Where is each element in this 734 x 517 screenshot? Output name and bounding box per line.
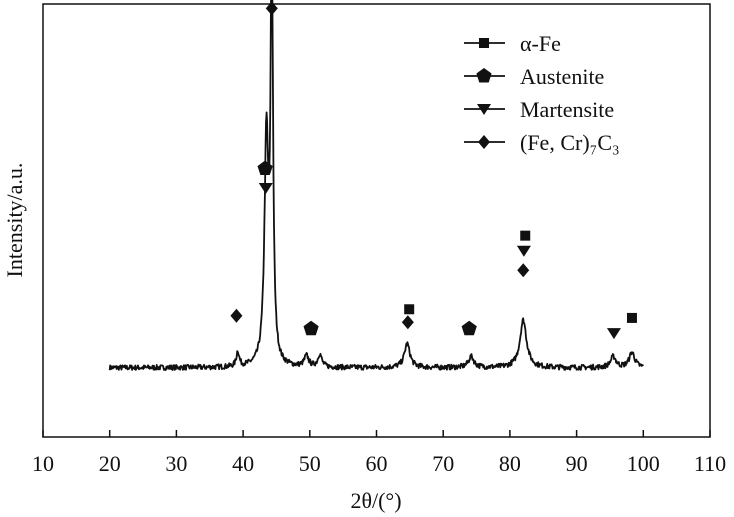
x-tick-label: 40 <box>232 451 254 476</box>
x-tick-label: 60 <box>366 451 388 476</box>
x-tick-label: 10 <box>32 451 54 476</box>
diamond-marker <box>230 308 243 323</box>
legend-label: Martensite <box>520 97 614 122</box>
x-tick-label: 80 <box>499 451 521 476</box>
legend: α-Fe Austenite Martensite (Fe, Cr)₇C₃ <box>464 31 620 155</box>
x-tick-label: 20 <box>99 451 121 476</box>
diamond-marker <box>517 263 530 278</box>
triangle-down-marker <box>606 328 621 340</box>
x-tick-label: 50 <box>299 451 321 476</box>
x-tick-label: 90 <box>566 451 588 476</box>
pentagon-marker <box>461 320 477 336</box>
x-axis-tick-labels: 10 20 30 40 50 60 70 80 90 100 110 <box>32 451 726 476</box>
triangle-down-marker <box>258 183 273 195</box>
x-axis-ticks <box>42 430 711 437</box>
xrd-pattern-line <box>108 0 645 371</box>
square-marker <box>520 230 531 241</box>
pentagon-marker <box>257 160 273 175</box>
x-tick-label: 100 <box>627 451 660 476</box>
legend-label: Austenite <box>520 64 604 89</box>
plot-frame <box>42 3 711 438</box>
pentagon-marker <box>303 320 319 336</box>
square-marker <box>404 304 415 315</box>
square-marker <box>626 312 637 323</box>
diamond-marker <box>265 1 278 16</box>
triangle-down-marker <box>516 245 531 257</box>
y-axis-title: Intensity/a.u. <box>2 163 27 278</box>
x-tick-label: 30 <box>165 451 187 476</box>
diamond-marker <box>478 135 490 149</box>
diamond-marker <box>401 315 414 330</box>
legend-label: (Fe, Cr)₇C₃ <box>520 130 620 155</box>
legend-label: α-Fe <box>520 31 561 56</box>
triangle-down-marker <box>477 104 491 115</box>
x-axis-title: 2θ/(°) <box>350 488 401 513</box>
phase-markers <box>230 1 637 340</box>
pentagon-marker <box>476 68 492 83</box>
square-marker <box>479 38 489 48</box>
x-tick-label: 70 <box>432 451 454 476</box>
x-tick-label: 110 <box>694 451 726 476</box>
